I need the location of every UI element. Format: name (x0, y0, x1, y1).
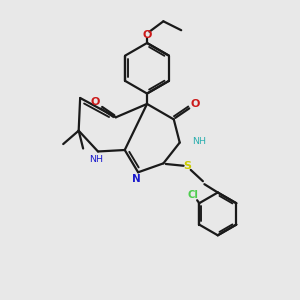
Text: N: N (132, 174, 141, 184)
Text: Cl: Cl (187, 190, 198, 200)
Text: O: O (142, 30, 152, 40)
Text: S: S (184, 161, 192, 171)
Text: O: O (90, 97, 100, 107)
Text: O: O (190, 99, 200, 109)
Text: NH: NH (89, 155, 103, 164)
Text: NH: NH (192, 136, 206, 146)
